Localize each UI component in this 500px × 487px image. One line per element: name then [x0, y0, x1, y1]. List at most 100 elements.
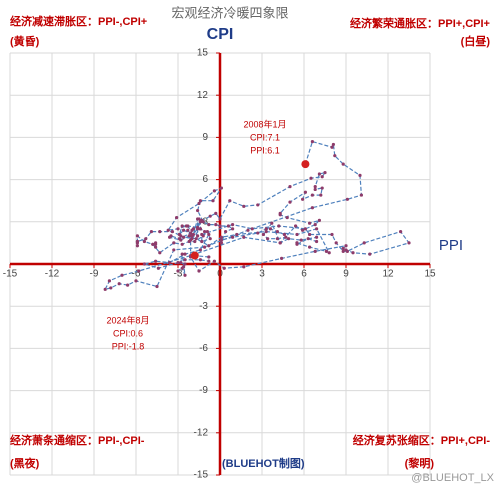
point: [351, 251, 355, 255]
y-tick-label: -15: [194, 470, 209, 481]
point: [107, 279, 111, 283]
point: [190, 234, 194, 238]
point: [345, 197, 349, 201]
quadrant-period: (黎明): [405, 456, 435, 470]
point: [306, 237, 310, 241]
quadrant-period: (黄昏): [10, 34, 40, 48]
point: [345, 249, 349, 253]
point: [275, 230, 279, 234]
point: [179, 238, 183, 242]
x-tick-label: 15: [424, 269, 436, 280]
point: [303, 190, 307, 194]
point: [203, 230, 207, 234]
point: [320, 186, 324, 190]
point: [231, 227, 235, 231]
point: [308, 232, 312, 237]
point: [197, 201, 201, 206]
point: [301, 228, 305, 232]
point: [180, 266, 184, 270]
point: [120, 273, 124, 277]
point: [175, 215, 179, 220]
point: [313, 249, 317, 253]
point: [117, 282, 121, 286]
point: [158, 251, 162, 255]
point: [242, 265, 246, 269]
chart-title: 宏观经济冷暖四象限: [171, 5, 288, 20]
y-tick-label: 12: [197, 90, 209, 101]
x-axis-label: PPI: [439, 237, 463, 254]
point: [183, 258, 187, 262]
point: [198, 199, 202, 203]
point: [313, 223, 317, 227]
watermark: @BLUEHOT_LX: [411, 472, 494, 484]
point: [196, 234, 200, 238]
point: [142, 262, 146, 266]
point: [142, 239, 146, 244]
point: [176, 227, 180, 231]
point: [198, 258, 202, 262]
point: [180, 252, 184, 256]
point: [214, 223, 218, 227]
point: [317, 218, 321, 222]
point: [287, 237, 291, 241]
point: [137, 269, 141, 273]
point: [207, 255, 211, 259]
point: [212, 259, 216, 263]
point: [330, 145, 334, 149]
credit: (BLUEHOT制图): [222, 456, 305, 470]
point: [166, 228, 170, 232]
point: [186, 228, 190, 232]
point: [172, 241, 176, 245]
annotation: CPI:0.6: [113, 328, 143, 338]
point: [235, 232, 239, 237]
point: [330, 232, 334, 237]
y-tick-label: -12: [194, 427, 209, 438]
point: [313, 185, 317, 189]
point: [324, 249, 328, 253]
point: [189, 238, 193, 242]
point: [200, 239, 204, 244]
point: [315, 227, 319, 231]
point: [222, 266, 226, 270]
quadrant-period: (黑夜): [10, 456, 40, 470]
point: [295, 232, 299, 237]
point: [228, 199, 232, 203]
point: [193, 239, 197, 244]
point: [303, 227, 307, 231]
point: [362, 241, 366, 245]
point: [154, 241, 158, 245]
point: [208, 214, 212, 218]
point: [135, 239, 139, 244]
point: [285, 215, 289, 220]
point: [358, 173, 362, 177]
point: [135, 234, 139, 238]
point: [205, 230, 209, 234]
point: [187, 234, 191, 238]
point: [208, 237, 212, 241]
point: [103, 287, 107, 291]
point: [334, 241, 338, 245]
point: [126, 283, 130, 287]
point: [301, 197, 305, 201]
y-tick-label: -3: [199, 301, 208, 312]
point: [183, 252, 187, 256]
x-tick-label: -15: [3, 269, 18, 280]
point: [109, 286, 113, 290]
x-tick-label: 12: [382, 269, 394, 280]
point: [256, 231, 260, 235]
point: [284, 235, 288, 239]
point: [333, 154, 337, 158]
y-axis-label: CPI: [207, 26, 234, 43]
quadrant-label: 经济萧条通缩区：PPI-,CPI-: [10, 433, 145, 447]
point: [219, 186, 223, 190]
point: [134, 279, 138, 283]
point: [179, 260, 183, 265]
x-tick-label: -9: [90, 269, 99, 280]
point: [268, 227, 272, 231]
point: [212, 189, 216, 193]
point: [197, 217, 201, 221]
quadrant-label: 经济繁荣通胀区：PPI+,CPI+: [350, 16, 490, 30]
point: [219, 241, 223, 245]
point: [320, 175, 324, 179]
point: [196, 227, 200, 231]
